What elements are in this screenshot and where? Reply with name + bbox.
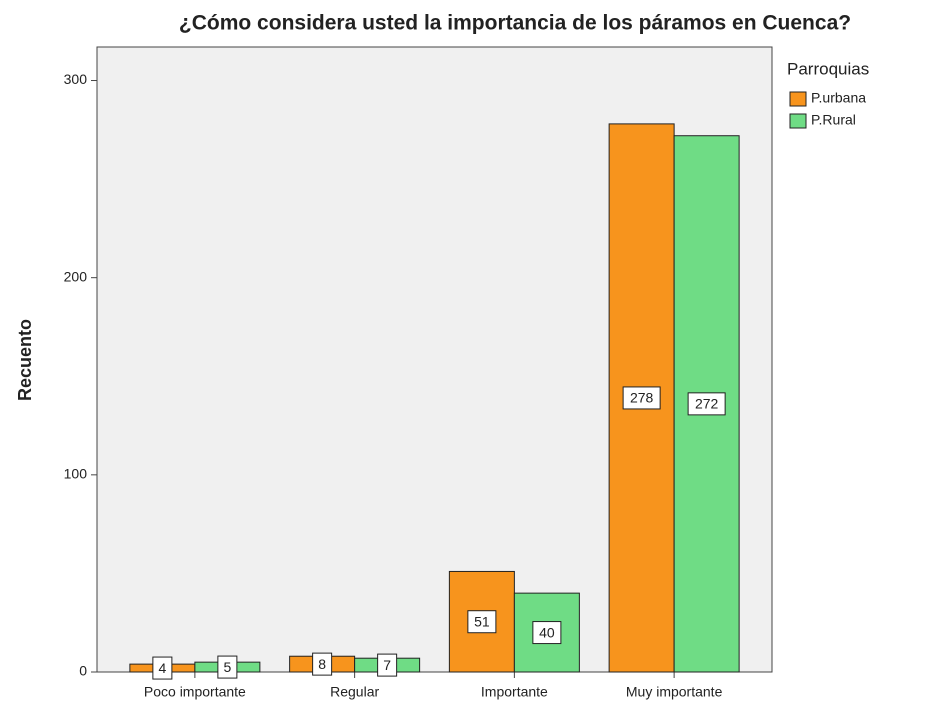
value-label: 5	[223, 659, 231, 675]
value-label-box	[377, 653, 398, 677]
value-label-box	[467, 610, 497, 634]
value-label-box	[312, 652, 333, 676]
bar	[448, 570, 515, 673]
value-label: 51	[474, 613, 490, 629]
value-label: 278	[630, 390, 654, 406]
legend-label: P.Rural	[811, 112, 856, 128]
value-label: 7	[383, 657, 391, 673]
legend-swatch	[789, 91, 807, 107]
y-tick-label: 200	[64, 268, 88, 284]
value-label-box	[687, 392, 726, 416]
y-tick-label: 300	[64, 71, 88, 87]
value-label: 272	[695, 396, 719, 412]
y-axis-label: Recuento	[15, 319, 35, 401]
legend-title: Parroquias	[787, 59, 869, 78]
y-tick-label: 0	[79, 663, 87, 679]
y-tick-label: 100	[64, 466, 88, 482]
value-label: 4	[158, 660, 166, 676]
value-label: 40	[539, 624, 555, 640]
value-label-box	[217, 655, 238, 679]
value-label-box	[622, 386, 661, 410]
value-label: 8	[318, 656, 326, 672]
chart-title: ¿Cómo considera usted la importancia de …	[179, 12, 851, 35]
legend-swatch	[789, 113, 807, 129]
x-tick-label: Poco importante	[144, 684, 246, 700]
x-tick-label: Muy importante	[626, 684, 723, 700]
legend-label: P.urbana	[811, 90, 866, 106]
value-label-box	[152, 656, 173, 680]
x-tick-label: Regular	[330, 684, 379, 700]
value-label-box	[532, 621, 562, 645]
x-tick-label: Importante	[481, 684, 548, 700]
